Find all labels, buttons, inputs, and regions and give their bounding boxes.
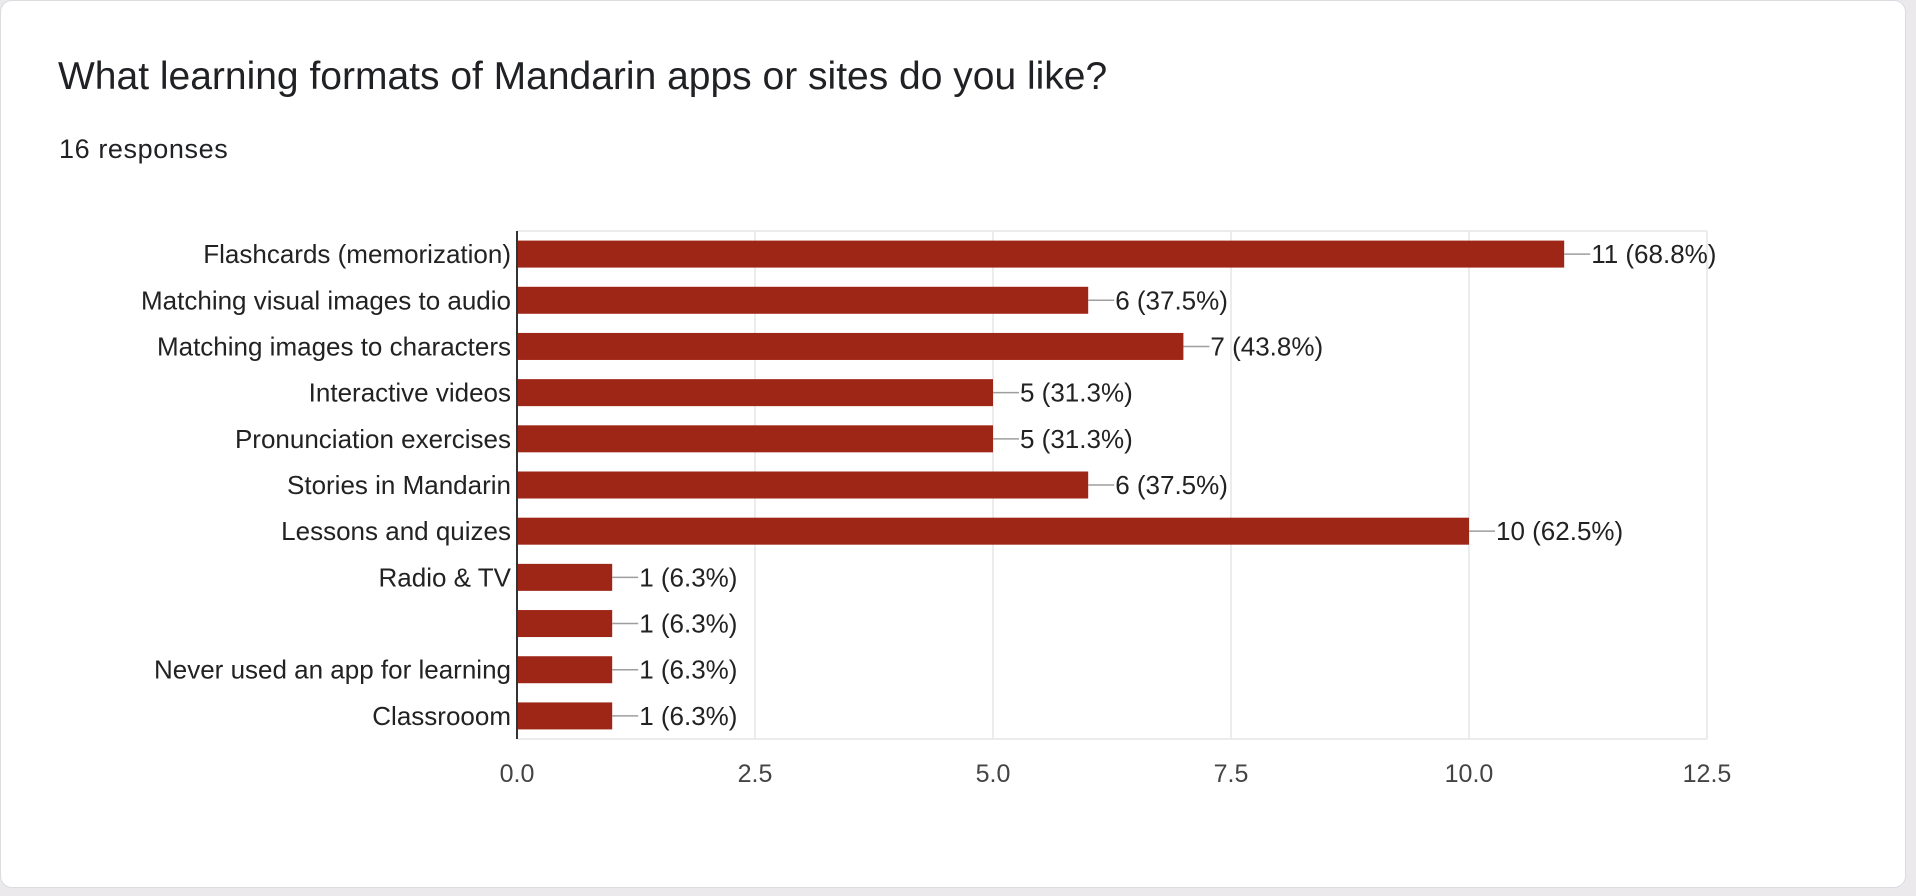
x-tick-label: 2.5 [738, 760, 773, 788]
question-title: What learning formats of Mandarin apps o… [58, 55, 1108, 98]
x-tick-label: 7.5 [1214, 760, 1249, 788]
data-label: 5 (31.3%) [1020, 424, 1133, 454]
data-label: 6 (37.5%) [1115, 470, 1228, 500]
bar [517, 286, 1089, 314]
x-tick-label: 12.5 [1683, 760, 1732, 788]
bar [517, 656, 613, 684]
data-label: 5 (31.3%) [1020, 378, 1133, 408]
data-label: 6 (37.5%) [1115, 285, 1228, 315]
category-label: Never used an app for learning [154, 655, 511, 685]
data-label: 1 (6.3%) [639, 701, 737, 731]
x-tick-label: 10.0 [1445, 760, 1494, 788]
data-label: 11 (68.8%) [1591, 239, 1716, 269]
category-label: Interactive videos [309, 378, 511, 408]
data-label: 7 (43.8%) [1210, 331, 1323, 361]
bar [517, 425, 993, 453]
data-label: 1 (6.3%) [639, 655, 737, 685]
x-tick-label: 0.0 [500, 760, 535, 788]
category-label: Radio & TV [379, 562, 512, 592]
bar [517, 240, 1565, 268]
bar [517, 517, 1469, 545]
response-count: 16 responses [59, 134, 229, 164]
category-label: Matching images to characters [157, 331, 511, 361]
category-label: Lessons and quizes [281, 516, 511, 546]
data-label: 1 (6.3%) [639, 562, 737, 592]
data-label: 10 (62.5%) [1496, 516, 1623, 546]
category-label: Matching visual images to audio [141, 285, 511, 315]
bar [517, 332, 1184, 360]
bar [517, 702, 613, 730]
x-tick-label: 5.0 [976, 760, 1011, 788]
category-label: Stories in Mandarin [287, 470, 511, 500]
category-label: Pronunciation exercises [235, 424, 511, 454]
category-label: Flashcards (memorization) [203, 239, 511, 269]
category-label: Classrooom [372, 701, 511, 731]
bar [517, 379, 993, 407]
bar [517, 610, 613, 638]
bar [517, 471, 1089, 499]
bar [517, 563, 613, 591]
data-label: 1 (6.3%) [639, 609, 737, 639]
